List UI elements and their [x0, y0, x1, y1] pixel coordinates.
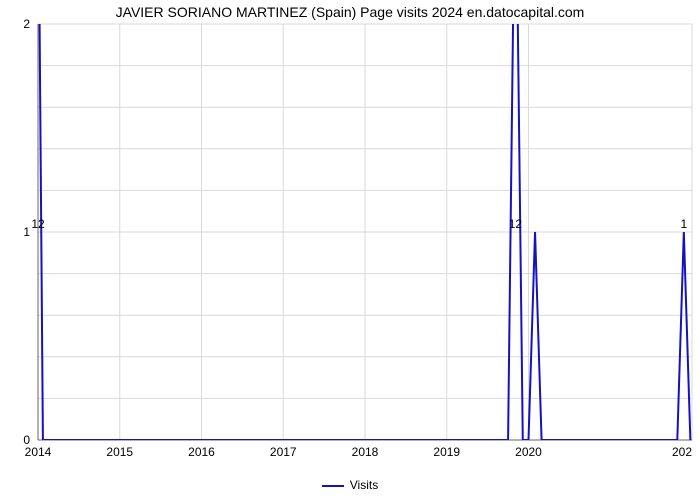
svg-text:1: 1 [680, 217, 687, 231]
svg-text:2018: 2018 [352, 445, 379, 459]
svg-text:2016: 2016 [188, 445, 215, 459]
svg-text:2015: 2015 [106, 445, 133, 459]
line-chart: 012201420152016201720182019202020212121 [0, 0, 700, 500]
svg-text:2020: 2020 [515, 445, 542, 459]
legend: Visits [0, 478, 700, 492]
svg-text:2017: 2017 [270, 445, 297, 459]
svg-text:2019: 2019 [433, 445, 460, 459]
svg-text:2: 2 [23, 17, 30, 31]
svg-text:12: 12 [509, 217, 523, 231]
legend-swatch [322, 485, 344, 487]
svg-text:2014: 2014 [25, 445, 52, 459]
legend-label: Visits [350, 478, 378, 492]
chart-container: JAVIER SORIANO MARTINEZ (Spain) Page vis… [0, 0, 700, 500]
svg-text:202: 202 [672, 445, 692, 459]
svg-text:12: 12 [31, 217, 45, 231]
svg-text:1: 1 [23, 225, 30, 239]
